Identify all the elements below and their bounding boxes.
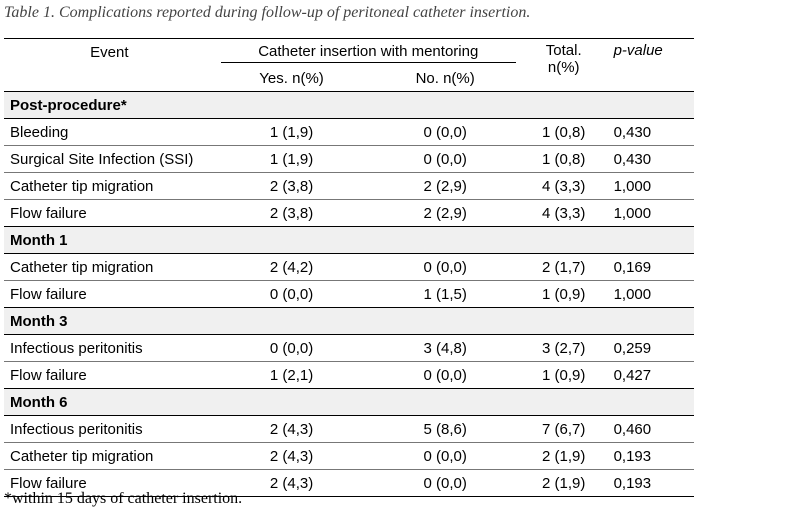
cell-p: 0,460 bbox=[605, 415, 694, 443]
cell-no: 0 (0,0) bbox=[368, 442, 522, 470]
cell-event: Catheter tip migration bbox=[4, 442, 215, 470]
cell-total: 7 (6,7) bbox=[521, 415, 606, 443]
cell-event: Infectious peritonitis bbox=[4, 415, 215, 443]
cell-no: 2 (2,9) bbox=[368, 172, 522, 200]
cell-p: 0,259 bbox=[605, 334, 694, 362]
cell-event: Flow failure bbox=[4, 280, 215, 308]
cell-yes: 0 (0,0) bbox=[214, 334, 369, 362]
cell-p: 0,193 bbox=[605, 469, 694, 497]
cell-yes: 0 (0,0) bbox=[214, 280, 369, 308]
header-total-line2: n(%) bbox=[547, 59, 580, 76]
section-row: Post-procedure* bbox=[4, 91, 694, 119]
cell-total: 2 (1,9) bbox=[521, 442, 606, 470]
cell-total: 1 (0,9) bbox=[521, 361, 606, 389]
cell-no: 3 (4,8) bbox=[368, 334, 522, 362]
table-row: Infectious peritonitis 0 (0,0) 3 (4,8) 3 (2… bbox=[4, 334, 694, 362]
cell-yes: 2 (4,3) bbox=[214, 469, 369, 497]
cell-event: Bleeding bbox=[4, 118, 215, 146]
cell-no: 5 (8,6) bbox=[368, 415, 522, 443]
cell-event: Infectious peritonitis bbox=[4, 334, 215, 362]
cell-total: 4 (3,3) bbox=[521, 172, 606, 200]
table-row: Flow failure 2 (4,3) 0 (0,0) 2 (1,9) 0,193 bbox=[4, 469, 694, 497]
table-caption: Table 1. Complications reported during f… bbox=[4, 4, 531, 21]
table-row: Flow failure 0 (0,0) 1 (1,5) 1 (0,9) 1,000 bbox=[4, 280, 694, 308]
cell-total: 3 (2,7) bbox=[521, 334, 606, 362]
table-row: Catheter tip migration 2 (3,8) 2 (2,9) 4 (3… bbox=[4, 172, 694, 200]
cell-event: Flow failure bbox=[4, 199, 215, 227]
cell-yes: 1 (1,9) bbox=[214, 145, 369, 173]
cell-total: 1 (0,8) bbox=[521, 118, 606, 146]
header-total-line1: Total. bbox=[545, 42, 582, 59]
cell-yes: 2 (3,8) bbox=[214, 199, 369, 227]
cell-yes: 2 (4,2) bbox=[214, 253, 369, 281]
header-no: No. n(%) bbox=[415, 69, 475, 87]
cell-event: Flow failure bbox=[4, 361, 215, 389]
cell-p: 1,000 bbox=[605, 280, 694, 308]
cell-no: 0 (0,0) bbox=[368, 253, 522, 281]
cell-no: 2 (2,9) bbox=[368, 199, 522, 227]
cell-total: 4 (3,3) bbox=[521, 199, 606, 227]
cell-p: 1,000 bbox=[605, 172, 694, 200]
table-row: Flow failure 1 (2,1) 0 (0,0) 1 (0,9) 0,427 bbox=[4, 361, 694, 389]
cell-no: 0 (0,0) bbox=[368, 361, 522, 389]
table-row: Surgical Site Infection (SSI) 1 (1,9) 0 (0… bbox=[4, 145, 694, 173]
section-title: Post-procedure* bbox=[4, 91, 694, 119]
cell-event: Surgical Site Infection (SSI) bbox=[4, 145, 215, 173]
header-total: Total. n(%) bbox=[521, 38, 606, 92]
cell-p: 0,427 bbox=[605, 361, 694, 389]
section-title: Month 3 bbox=[4, 307, 694, 335]
section-title: Month 1 bbox=[4, 226, 694, 254]
header-group-label: Catheter insertion with mentoring bbox=[220, 41, 516, 63]
cell-p: 0,430 bbox=[605, 118, 694, 146]
cell-yes: 2 (4,3) bbox=[214, 442, 369, 470]
cell-total: 1 (0,8) bbox=[521, 145, 606, 173]
footnote: *within 15 days of catheter insertion. bbox=[4, 490, 243, 507]
header-group: Catheter insertion with mentoring bbox=[214, 38, 522, 65]
table-body: Post-procedure* Bleeding 1 (1,9) 0 (0,0) 1 (… bbox=[4, 91, 694, 497]
cell-total: 2 (1,7) bbox=[521, 253, 606, 281]
cell-no: 1 (1,5) bbox=[368, 280, 522, 308]
section-row: Month 1 bbox=[4, 226, 694, 254]
cell-yes: 1 (2,1) bbox=[214, 361, 369, 389]
table-row: Catheter tip migration 2 (4,3) 0 (0,0) 2 (1… bbox=[4, 442, 694, 470]
cell-yes: 1 (1,9) bbox=[214, 118, 369, 146]
table-row: Flow failure 2 (3,8) 2 (2,9) 4 (3,3) 1,000 bbox=[4, 199, 694, 227]
section-row: Month 3 bbox=[4, 307, 694, 335]
cell-p: 0,430 bbox=[605, 145, 694, 173]
header-event: Event bbox=[4, 38, 215, 65]
header-yes: Yes. n(%) bbox=[259, 69, 324, 87]
cell-event: Catheter tip migration bbox=[4, 172, 215, 200]
cell-p: 0,169 bbox=[605, 253, 694, 281]
cell-yes: 2 (4,3) bbox=[214, 415, 369, 443]
cell-event: Catheter tip migration bbox=[4, 253, 215, 281]
cell-p: 0,193 bbox=[605, 442, 694, 470]
complications-table: Event Catheter insertion with mentoring … bbox=[4, 38, 694, 497]
table-row: Bleeding 1 (1,9) 0 (0,0) 1 (0,8) 0,430 bbox=[4, 118, 694, 146]
table-row: Infectious peritonitis 2 (4,3) 5 (8,6) 7 (6… bbox=[4, 415, 694, 443]
section-row: Month 6 bbox=[4, 388, 694, 416]
cell-no: 0 (0,0) bbox=[368, 118, 522, 146]
header-pvalue: p-value bbox=[605, 38, 694, 92]
cell-total: 2 (1,9) bbox=[521, 469, 606, 497]
cell-no: 0 (0,0) bbox=[368, 145, 522, 173]
cell-p: 1,000 bbox=[605, 199, 694, 227]
cell-event: Flow failure bbox=[4, 469, 215, 497]
cell-no: 0 (0,0) bbox=[368, 469, 522, 497]
table-row: Catheter tip migration 2 (4,2) 0 (0,0) 2 (1… bbox=[4, 253, 694, 281]
cell-yes: 2 (3,8) bbox=[214, 172, 369, 200]
cell-total: 1 (0,9) bbox=[521, 280, 606, 308]
section-title: Month 6 bbox=[4, 388, 694, 416]
